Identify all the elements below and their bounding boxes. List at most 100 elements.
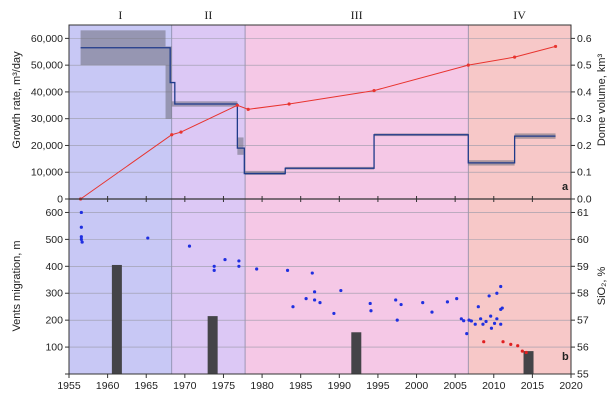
- vents-migration-point: [369, 309, 373, 313]
- panel-b-right-tick-label: 60: [577, 234, 589, 246]
- vents-migration-point: [484, 319, 488, 324]
- panel-b-points: [79, 210, 528, 355]
- panel-a-left-tick-label: 40,000: [31, 86, 63, 98]
- vents-migration-point: [368, 301, 372, 306]
- panel-a-right-tick-label: 0.3: [577, 113, 592, 125]
- period-labels: I II III IV: [118, 8, 526, 22]
- x-tick-label: 1960: [96, 380, 120, 392]
- dome-volume-point: [372, 88, 376, 93]
- panel-a-series: [78, 44, 558, 201]
- panel-b-right-tick-label: 59: [577, 261, 589, 273]
- panel-a-left-axis-label: Growth rate, m³/day: [11, 51, 23, 149]
- vents-migration-point: [237, 259, 241, 263]
- sio2-point: [501, 340, 505, 344]
- panel-a-right-tick-label: 0.0: [577, 194, 592, 206]
- vents-migration-point: [499, 284, 503, 289]
- panel-a-label: a: [562, 181, 569, 193]
- sio2-point: [482, 340, 486, 344]
- panel-b-right-tick-label: 57: [577, 315, 589, 327]
- vents-migration-point: [495, 291, 499, 295]
- x-tick-label: 1975: [212, 380, 236, 392]
- vents-migration-point: [79, 225, 83, 229]
- vents-migration-point: [332, 311, 336, 316]
- panel-a-right-tick-label: 0.4: [577, 86, 592, 98]
- period-label: III: [351, 8, 363, 22]
- dome-volume-point: [466, 63, 470, 67]
- vents-migration-point: [421, 301, 425, 305]
- vents-migration-point: [339, 288, 343, 293]
- vents-migration-point: [445, 300, 450, 304]
- panel-b-right-tick-label: 58: [577, 288, 589, 300]
- vents-migration-point: [489, 326, 494, 330]
- sio2-bar: [523, 351, 534, 374]
- vents-migration-point: [500, 306, 504, 310]
- vents-migration-point: [489, 314, 493, 318]
- x-tick-label: 2015: [521, 380, 545, 392]
- growth-rate-range: [165, 46, 172, 119]
- vents-migration-point: [318, 301, 322, 305]
- vents-migration-point: [312, 298, 317, 302]
- vents-migration-point: [399, 302, 403, 307]
- panel-a-left-tick-label: 20,000: [31, 140, 63, 152]
- panel-b-left-tick-label: 400: [45, 261, 63, 273]
- dome-volume-point: [170, 133, 174, 137]
- dome-volume-point: [553, 44, 558, 49]
- vents-migration-point: [237, 264, 241, 268]
- dome-volume-point: [246, 107, 250, 111]
- panel-a-right-tick-label: 0.1: [577, 167, 592, 179]
- sio2-point: [509, 342, 513, 346]
- x-tick-label: 2010: [482, 380, 506, 392]
- panel-a-left-tick-label: 50,000: [31, 60, 63, 72]
- vents-migration-point: [79, 237, 83, 241]
- panel-b-label: b: [562, 351, 569, 363]
- sio2-bar: [351, 332, 362, 374]
- panel-b-bars: [111, 264, 534, 374]
- dome-volume-point: [513, 55, 517, 59]
- vents-migration-point: [430, 310, 434, 314]
- vents-migration-point: [79, 235, 83, 239]
- x-tick-label: 1995: [366, 380, 390, 392]
- growth-rate-range: [245, 170, 286, 175]
- sio2-point: [520, 349, 524, 353]
- panel-a-right-tick-label: 0.6: [577, 33, 592, 45]
- vents-migration-point: [285, 268, 290, 272]
- period-label: IV: [513, 8, 526, 22]
- vents-migration-point: [473, 322, 477, 326]
- panel-b-left-tick-label: 600: [45, 207, 63, 219]
- dome-volume-point: [287, 102, 291, 106]
- vents-migration-point: [212, 268, 216, 272]
- vents-migration-point: [481, 322, 485, 326]
- panel-a-right-tick-label: 0.2: [577, 140, 592, 152]
- vents-migration-point: [455, 297, 459, 301]
- period-label: I: [118, 8, 122, 22]
- panel-b-left-tick-label: 300: [45, 288, 63, 300]
- ticks: 1955 1960 1965 1970 1975 1980 1985 1990 1995 2000…: [31, 33, 592, 392]
- vents-migration-point: [310, 271, 314, 275]
- x-tick-label: 1965: [135, 380, 159, 392]
- vents-migration-point: [459, 317, 463, 321]
- growth-rate-line: [80, 47, 556, 175]
- sio2-bar: [207, 316, 218, 374]
- vents-migration-point: [462, 319, 466, 323]
- vents-migration-point: [495, 317, 499, 321]
- vents-migration-point: [312, 290, 317, 294]
- vents-migration-point: [212, 264, 216, 268]
- panel-b-left-tick-label: 200: [45, 315, 63, 327]
- vents-migration-point: [291, 305, 295, 309]
- vents-migration-point: [255, 267, 259, 271]
- panel-a-right-tick-label: 0.5: [577, 60, 592, 72]
- panel-b-right-tick-label: 55: [577, 369, 589, 381]
- x-tick-label: 1980: [250, 380, 274, 392]
- panel-b-left-tick-label: 100: [45, 342, 63, 354]
- x-tick-label: 1955: [57, 380, 81, 392]
- dome-volume-point: [235, 103, 239, 107]
- sio2-bar: [111, 264, 122, 374]
- vents-migration-point: [465, 332, 469, 336]
- vents-migration-point: [499, 322, 503, 326]
- panel-a-left-tick-label: 60,000: [31, 33, 63, 45]
- dome-volume-line: [80, 45, 556, 200]
- vents-migration-point: [187, 244, 192, 248]
- vents-migration-point: [487, 294, 491, 298]
- vents-migration-point: [479, 317, 483, 321]
